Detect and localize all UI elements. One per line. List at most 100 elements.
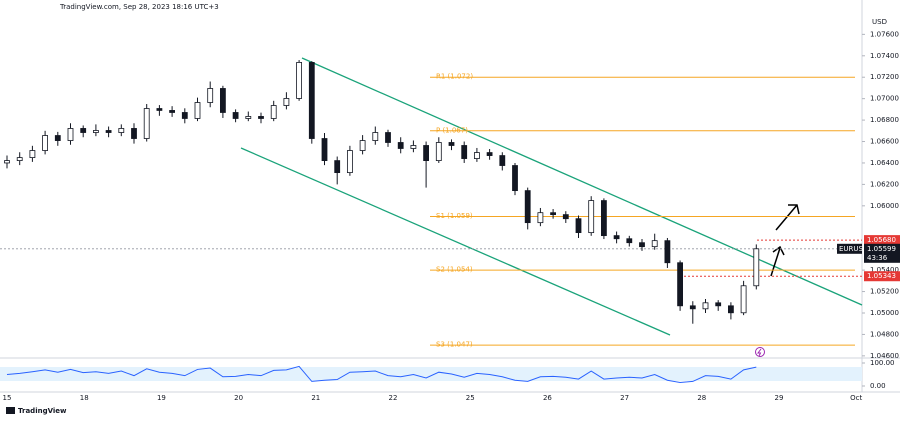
candle-body [93,130,99,133]
candle-body [575,218,582,234]
candle-body [613,235,620,240]
y-tick-label: 1.07200 [870,73,899,81]
candle-body [270,105,277,119]
candle-body [245,116,252,119]
x-tick-label: 15 [3,394,12,402]
candle-body [512,165,518,192]
candle-body [169,110,176,113]
channel-upper [301,57,863,306]
countdown: 43:36 [867,254,888,262]
alert-icon[interactable] [755,347,765,357]
candle-body [207,88,214,103]
candle-body [105,130,112,133]
y-tick-label: 1.06800 [870,116,899,124]
y-tick-label: 1.05400 [870,266,899,274]
candle-body [42,135,48,151]
candle-body [80,128,87,133]
y-tick-label: 1.06200 [870,180,899,188]
candle-body [448,142,455,146]
candle-body [499,155,506,166]
candle-body [4,160,10,164]
x-tick-label: 19 [157,394,166,402]
candle-body [740,285,747,314]
y-tick-label: 1.05000 [870,309,899,317]
candle-body [410,145,417,149]
x-tick-label: 27 [620,394,629,402]
candle-body [181,112,188,119]
y-tick-label: 1.06600 [870,138,899,146]
symbol-label: EURUSD [839,245,868,253]
y-tick-label: 1.04600 [870,352,899,360]
y-tick-label: 1.07400 [870,52,899,60]
candle-body [372,132,379,141]
y-tick-label: 1.07600 [870,30,899,38]
candle-body [524,190,531,224]
logo[interactable]: TradingView [6,407,67,415]
candle-body [550,212,556,216]
candle-body [219,88,226,113]
candle-body [639,242,645,248]
rsi-tick-label: 0.00 [870,382,886,390]
y-tick-label: 1.07000 [870,95,899,103]
logo-text: TradingView [18,407,67,415]
candle-body [473,152,480,159]
symbol-tag [837,243,862,254]
channel-lower [240,147,671,336]
pivot-label: P (1.067) [436,126,468,134]
candle-body [296,62,303,99]
candle-body [346,150,353,174]
x-tick-label: 20 [234,394,243,402]
level-label: 1.05343 [867,272,896,280]
candle-body [562,214,569,220]
chart-title: TradingView.com, Sep 28, 2023 18:16 UTC+… [59,3,219,11]
candle-body [715,302,722,307]
level-label: 1.05680 [867,236,896,244]
candle-body [461,145,468,159]
candle-body [601,200,607,237]
x-tick-label: Oct [850,394,862,402]
x-tick-label: 28 [697,394,706,402]
candle-body [588,200,595,234]
candle-body [232,112,239,119]
candle-body [156,108,163,111]
price-tag [864,243,900,263]
x-tick-label: 25 [466,394,475,402]
arrow-up-small [770,245,785,277]
candle-body [308,62,315,139]
x-tick-label: 18 [80,394,89,402]
candle-body [626,238,633,244]
candle-body [359,140,366,151]
candle-body [753,248,760,287]
level-tag [864,235,900,246]
candle-body [537,212,544,224]
candle-body [258,116,264,119]
pivot-label: R1 (1.072) [436,73,473,81]
candle-body [29,150,36,159]
level-tag [864,271,900,282]
rsi-line [6,365,757,384]
arrow-up-large [775,204,800,231]
y-tick-label: 1.05200 [870,288,899,296]
candle-body [194,102,201,119]
candle-body [283,98,290,106]
candle-body [486,152,493,156]
candle-body [131,128,137,139]
y-tick-label: 1.06000 [870,202,899,210]
y-tick-label: 1.04800 [870,330,899,338]
candle-body [423,145,430,162]
pivot-label: S2 (1.054) [436,266,473,274]
candle-body [334,160,341,174]
y-unit: USD [872,18,887,26]
candle-body [385,132,391,143]
candle-body [54,135,61,141]
candle-body [397,142,404,149]
price-label: 1.05599 [867,245,896,253]
x-tick-label: 22 [389,394,398,402]
candle-body [435,142,442,162]
y-tick-label: 1.06400 [870,159,899,167]
candle-body [664,240,671,264]
candle-body [689,305,696,310]
x-tick-label: 26 [543,394,552,402]
